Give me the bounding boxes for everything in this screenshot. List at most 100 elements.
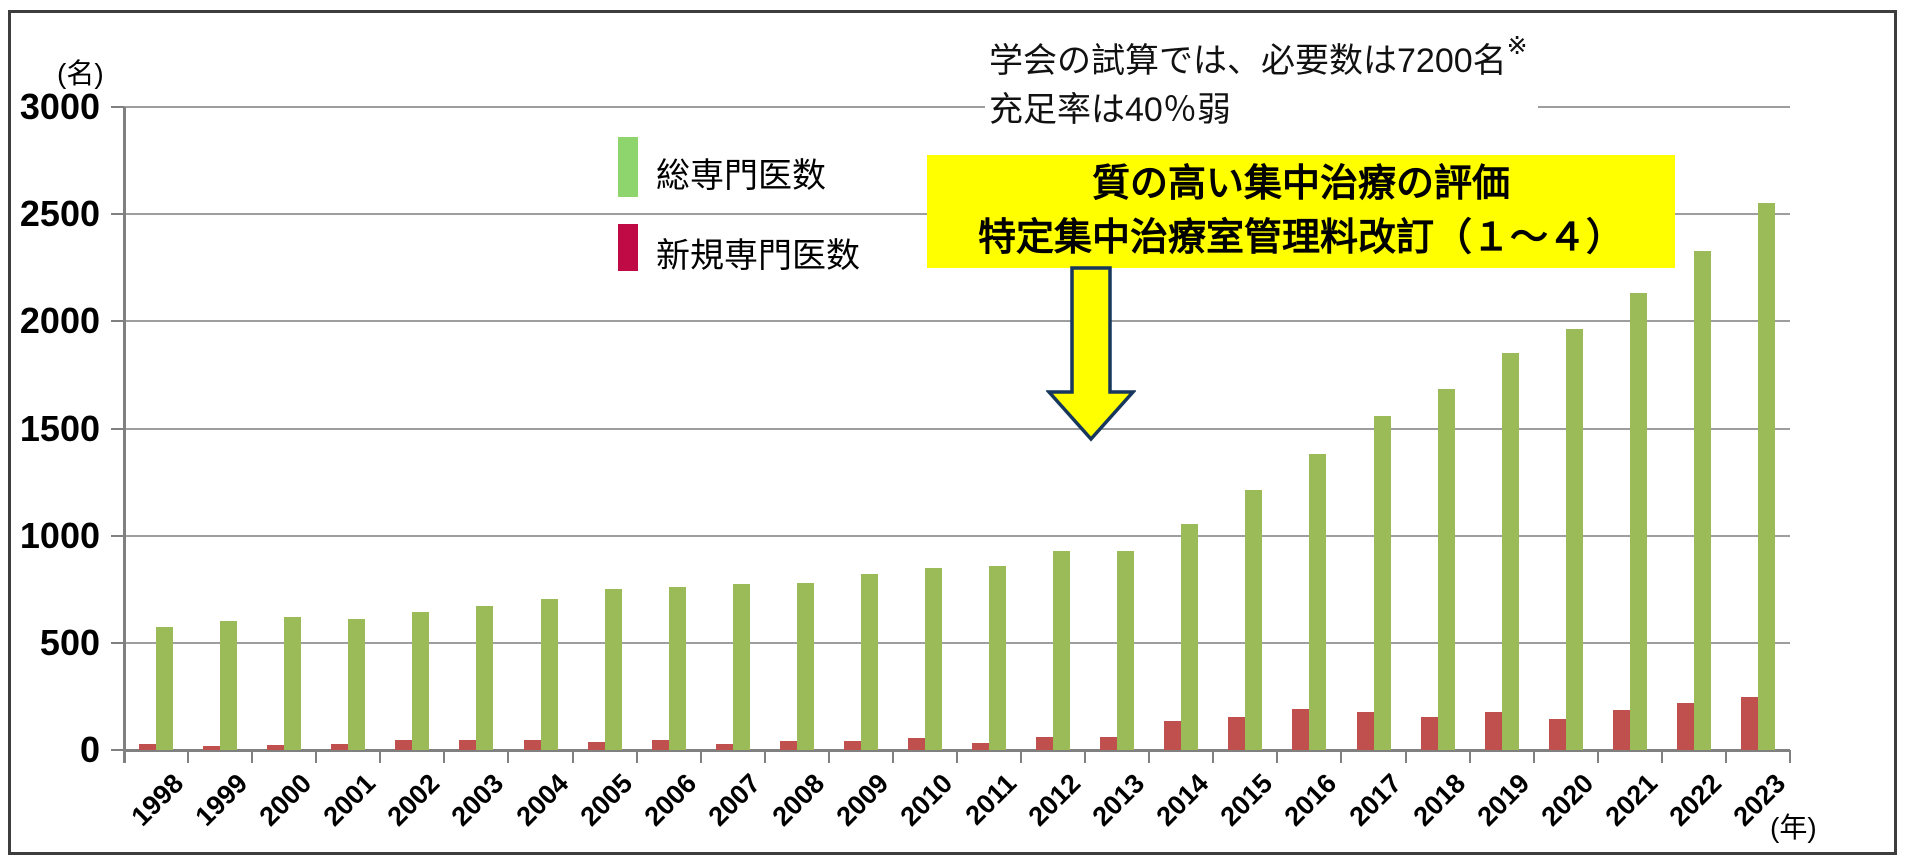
y-axis-label-3000: 3000 <box>19 86 100 127</box>
x-tick-7 <box>571 750 574 763</box>
y-tick-500 <box>111 641 124 644</box>
bar-total-2017 <box>1373 415 1391 750</box>
bar-new-2016 <box>1292 709 1310 750</box>
y-axis-label-2500: 2500 <box>19 193 100 235</box>
y-tick-2000 <box>111 320 124 323</box>
x-axis-unit-label: (年) <box>1770 812 1817 843</box>
x-tick-14 <box>1020 750 1023 763</box>
x-tick-0 <box>123 750 125 763</box>
bar-new-2021 <box>1612 709 1630 750</box>
note-line2: 充足率は40％弱 <box>989 91 1231 129</box>
bar-new-2006 <box>651 739 669 750</box>
y-axis-label-500: 500 <box>39 621 100 663</box>
bar-new-1999 <box>203 746 221 750</box>
legend-label-new: 新規専門医数 <box>656 237 860 275</box>
bar-new-2019 <box>1484 712 1502 750</box>
x-tick-5 <box>443 750 446 763</box>
bar-total-2013 <box>1117 550 1135 750</box>
bar-total-2007 <box>732 583 750 750</box>
bar-total-2019 <box>1501 353 1519 750</box>
gridline-2000 <box>124 320 1790 323</box>
y-axis-label-1000: 1000 <box>19 514 100 556</box>
x-tick-10 <box>763 750 766 763</box>
x-tick-6 <box>507 750 510 763</box>
bar-new-2020 <box>1548 718 1566 750</box>
y-tick-1500 <box>111 427 124 430</box>
legend-label-total: 総専門医数 <box>656 157 826 195</box>
gridline-1000 <box>124 534 1790 537</box>
bar-new-2018 <box>1420 717 1438 750</box>
y-tick-0 <box>111 749 124 751</box>
bar-total-2015 <box>1245 489 1263 750</box>
bar-new-2005 <box>587 742 605 750</box>
bar-new-2007 <box>715 744 733 750</box>
x-tick-9 <box>699 750 702 763</box>
bar-total-2022 <box>1693 250 1711 750</box>
legend-swatch-new <box>618 224 638 271</box>
bar-new-2003 <box>459 740 477 750</box>
bar-total-2002 <box>412 611 430 750</box>
x-tick-26 <box>1789 750 1791 763</box>
y-axis-line <box>123 107 126 763</box>
x-tick-11 <box>827 750 830 763</box>
x-tick-15 <box>1084 750 1087 763</box>
bar-new-2014 <box>1164 721 1182 750</box>
bar-total-2020 <box>1565 328 1583 750</box>
x-tick-20 <box>1404 750 1407 763</box>
down-arrow-icon <box>1046 266 1136 442</box>
highlight-line1: 質の高い集中治療の評価 <box>1091 163 1510 205</box>
x-tick-18 <box>1276 750 1279 763</box>
highlight-box: 質の高い集中治療の評価 特定集中治療室管理料改訂（１～４） <box>927 155 1675 268</box>
bar-new-2004 <box>523 739 541 750</box>
y-tick-3000 <box>111 106 124 108</box>
bar-total-2018 <box>1437 388 1455 750</box>
x-tick-23 <box>1596 750 1599 763</box>
bar-new-2015 <box>1228 716 1246 750</box>
x-tick-12 <box>891 750 894 763</box>
bar-total-2021 <box>1629 293 1647 750</box>
bar-total-2009 <box>860 574 878 750</box>
y-tick-2500 <box>111 213 124 216</box>
x-tick-22 <box>1532 750 1535 763</box>
x-tick-13 <box>956 750 958 763</box>
y-axis-label-2000: 2000 <box>19 300 100 342</box>
y-tick-1000 <box>111 534 124 537</box>
x-tick-4 <box>379 750 382 763</box>
x-tick-2 <box>251 750 254 763</box>
bar-total-2001 <box>348 619 366 750</box>
bar-total-1998 <box>156 626 174 750</box>
bar-new-2010 <box>907 737 925 750</box>
x-tick-1 <box>187 750 190 763</box>
bar-new-1998 <box>139 743 157 750</box>
bar-new-2012 <box>1036 736 1054 750</box>
y-axis-unit-label: (名) <box>57 58 104 89</box>
bar-total-2008 <box>796 582 814 750</box>
bar-total-2011 <box>989 565 1007 750</box>
note-line1: 学会の試算では、必要数は7200名※ <box>989 32 1528 80</box>
x-tick-16 <box>1148 750 1151 763</box>
highlight-line2: 特定集中治療室管理料改訂（１～４） <box>977 217 1624 259</box>
bar-total-2000 <box>284 617 302 750</box>
x-tick-19 <box>1340 750 1343 763</box>
gridline-500 <box>124 641 1790 644</box>
bar-new-2001 <box>331 743 349 750</box>
bar-new-2022 <box>1676 702 1694 750</box>
bar-total-2023 <box>1757 203 1775 750</box>
note-text: 学会の試算では、必要数は7200名※ 充足率は40％弱 <box>985 22 1538 135</box>
bar-total-2004 <box>540 598 558 750</box>
bar-total-2014 <box>1181 523 1199 750</box>
bar-total-2012 <box>1053 550 1071 750</box>
bar-new-2000 <box>267 745 285 750</box>
x-tick-24 <box>1660 750 1663 763</box>
bar-total-2010 <box>924 567 942 750</box>
bar-total-2016 <box>1309 454 1327 750</box>
bar-total-2006 <box>668 587 686 750</box>
bar-total-2005 <box>604 589 622 750</box>
reference-mark-icon: ※ <box>1506 32 1528 60</box>
x-tick-3 <box>315 750 318 763</box>
bar-total-1999 <box>220 621 238 750</box>
x-tick-8 <box>635 750 638 763</box>
legend-swatch-total <box>618 137 638 197</box>
y-axis-label-1500: 1500 <box>19 407 100 449</box>
